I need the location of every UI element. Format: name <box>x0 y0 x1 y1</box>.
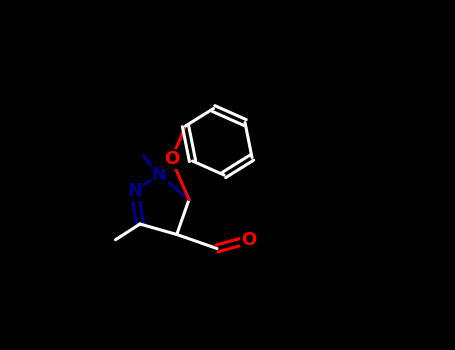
Text: N: N <box>127 182 142 200</box>
Text: O: O <box>241 231 256 249</box>
Text: N: N <box>152 166 167 184</box>
Text: O: O <box>164 150 179 168</box>
